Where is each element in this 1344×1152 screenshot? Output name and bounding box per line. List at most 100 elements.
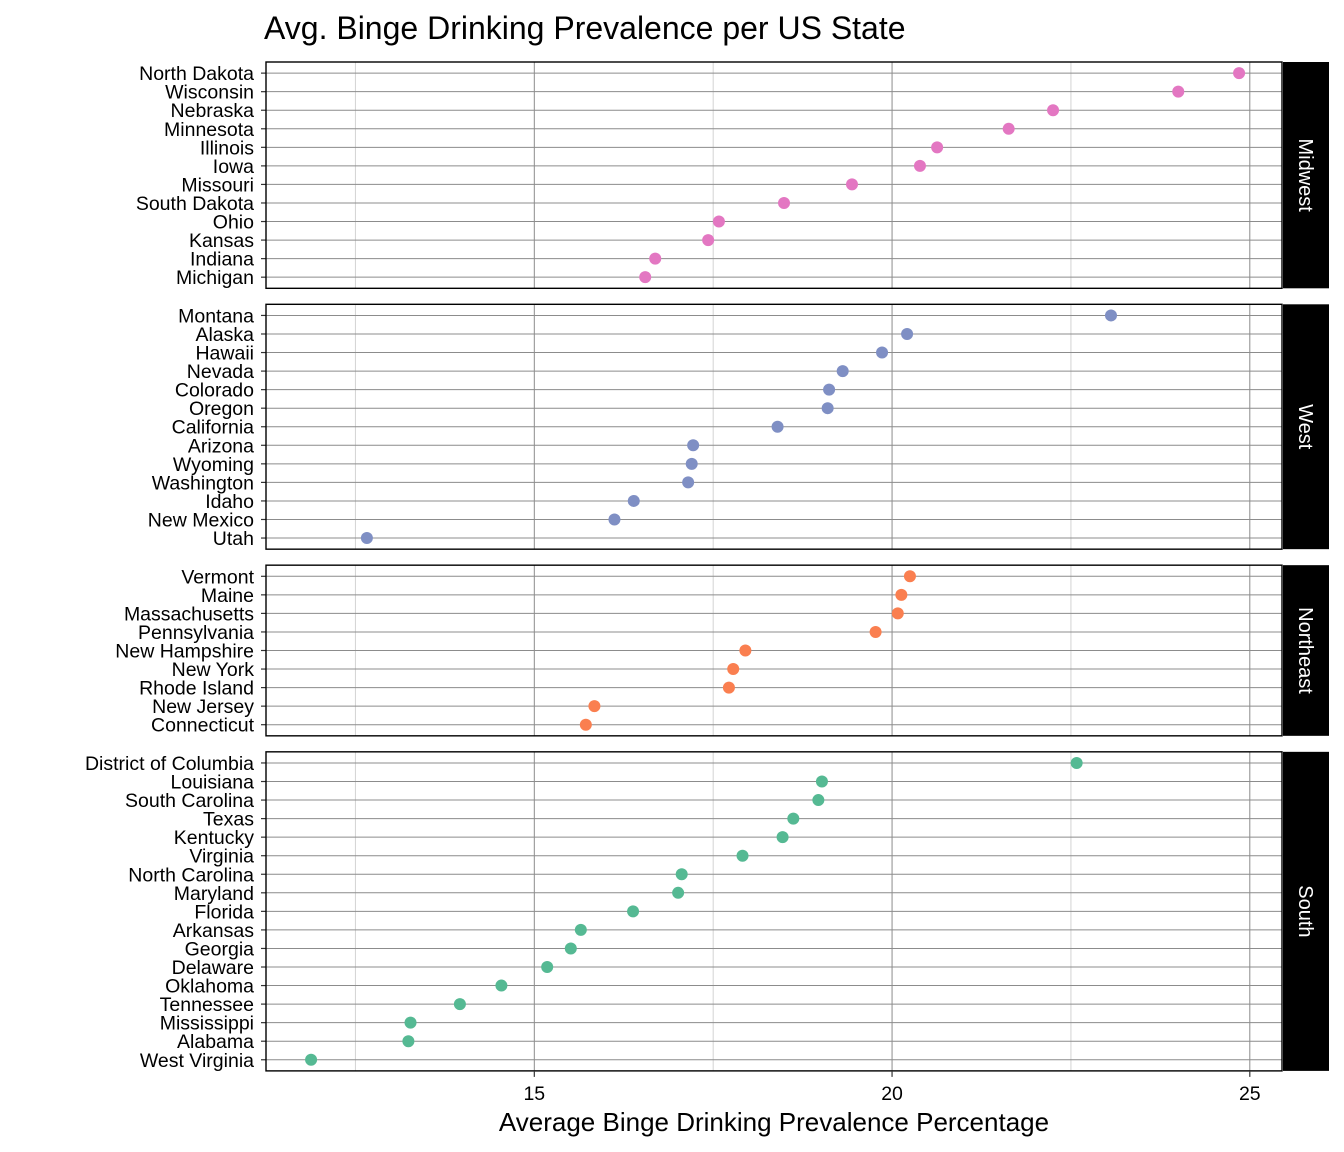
facet-midwest: North DakotaWisconsinNebraskaMinnesotaIl… bbox=[136, 61, 1329, 290]
data-point bbox=[787, 812, 800, 825]
data-point bbox=[541, 961, 554, 974]
facet-strip-label: Midwest bbox=[1294, 138, 1316, 212]
data-point bbox=[675, 868, 688, 881]
y-tick-label: Florida bbox=[194, 901, 254, 923]
y-tick-label: Oregon bbox=[189, 398, 254, 420]
data-point bbox=[891, 607, 904, 620]
y-tick-label: Alabama bbox=[177, 1031, 254, 1053]
y-tick-label: Iowa bbox=[213, 156, 254, 178]
data-point bbox=[771, 420, 784, 433]
panel-border bbox=[265, 564, 1283, 737]
data-point bbox=[404, 1016, 417, 1029]
y-tick-label: Connecticut bbox=[151, 715, 255, 737]
y-tick-label: Michigan bbox=[176, 267, 254, 289]
y-tick-label: New Mexico bbox=[148, 509, 254, 531]
data-point bbox=[579, 718, 592, 731]
data-point bbox=[627, 494, 640, 507]
facet-strip-label: West bbox=[1294, 404, 1316, 450]
data-point bbox=[836, 365, 849, 378]
y-tick-label: Pennsylvania bbox=[138, 622, 254, 644]
facet-strip bbox=[1283, 62, 1329, 289]
facet-strip bbox=[1283, 565, 1329, 736]
y-tick-label: Tennessee bbox=[160, 994, 254, 1016]
y-tick-label: Vermont bbox=[181, 566, 254, 588]
y-tick-label: District of Columbia bbox=[85, 753, 254, 775]
x-axis: 15 20 25 bbox=[523, 1070, 1261, 1105]
data-point bbox=[903, 570, 916, 583]
y-tick-label: Colorado bbox=[175, 380, 254, 402]
y-tick-label: Ohio bbox=[213, 212, 254, 234]
data-point bbox=[712, 215, 725, 228]
y-tick-label: Utah bbox=[213, 528, 254, 550]
y-tick-label: South Dakota bbox=[136, 193, 254, 215]
data-point bbox=[821, 402, 834, 415]
y-tick-label: Mississippi bbox=[160, 1013, 254, 1035]
panel-border bbox=[265, 303, 1283, 550]
y-tick-label: California bbox=[172, 417, 255, 439]
y-tick-label: Idaho bbox=[205, 491, 254, 513]
data-point bbox=[685, 457, 698, 470]
panel-background bbox=[266, 62, 1282, 289]
data-point bbox=[876, 346, 889, 359]
chart-title: Avg. Binge Drinking Prevalence per US St… bbox=[264, 10, 906, 46]
y-tick-label: Wyoming bbox=[173, 454, 254, 476]
data-point bbox=[1002, 122, 1015, 135]
data-point bbox=[608, 513, 621, 526]
data-point bbox=[1233, 67, 1246, 80]
data-point bbox=[1047, 104, 1060, 117]
data-point bbox=[845, 178, 858, 191]
data-point bbox=[588, 700, 601, 713]
y-tick-label: New York bbox=[172, 659, 255, 681]
data-point bbox=[402, 1035, 415, 1048]
y-tick-label: Georgia bbox=[185, 938, 255, 960]
y-tick-label: Montana bbox=[178, 305, 254, 327]
data-point bbox=[305, 1053, 318, 1066]
data-point bbox=[564, 942, 577, 955]
data-point bbox=[649, 252, 662, 265]
facet-northeast: VermontMaineMassachusettsPennsylvaniaNew… bbox=[115, 564, 1329, 737]
facet-strip bbox=[1283, 304, 1329, 550]
x-axis-label: Average Binge Drinking Prevalence Percen… bbox=[499, 1107, 1049, 1137]
y-tick-label: South Carolina bbox=[125, 790, 254, 812]
data-point bbox=[869, 625, 882, 638]
data-point bbox=[815, 775, 828, 788]
data-point bbox=[736, 849, 749, 862]
data-point bbox=[1070, 756, 1083, 769]
y-tick-label: Maryland bbox=[174, 883, 254, 905]
y-tick-label: North Dakota bbox=[139, 63, 254, 85]
data-point bbox=[727, 663, 740, 676]
y-tick-label: Nebraska bbox=[171, 100, 255, 122]
data-point bbox=[776, 831, 789, 844]
data-point bbox=[778, 196, 791, 209]
y-tick-label: Delaware bbox=[172, 957, 254, 979]
y-tick-label: New Hampshire bbox=[115, 641, 254, 663]
data-point bbox=[913, 159, 926, 172]
y-tick-label: Arkansas bbox=[173, 920, 255, 942]
y-tick-label: Alaska bbox=[195, 324, 254, 346]
y-tick-label: Indiana bbox=[190, 249, 254, 271]
data-point bbox=[682, 476, 695, 489]
x-tick-label: 15 bbox=[523, 1083, 545, 1105]
data-point bbox=[901, 327, 914, 340]
data-point bbox=[495, 979, 508, 992]
panel-border bbox=[265, 61, 1283, 290]
x-tick-label: 25 bbox=[1239, 1083, 1261, 1105]
y-tick-label: Illinois bbox=[200, 137, 254, 159]
y-tick-label: Nevada bbox=[187, 361, 254, 383]
data-point bbox=[1104, 309, 1117, 322]
data-point bbox=[931, 141, 944, 154]
facet-strip-label: South bbox=[1294, 885, 1316, 937]
y-tick-label: Texas bbox=[203, 809, 254, 831]
y-tick-label: Missouri bbox=[181, 174, 254, 196]
facet-west: MontanaAlaskaHawaiiNevadaColoradoOregonC… bbox=[148, 303, 1329, 550]
data-point bbox=[687, 439, 700, 452]
y-tick-label: Rhode Island bbox=[139, 678, 254, 700]
y-tick-label: Minnesota bbox=[164, 119, 254, 141]
data-point bbox=[722, 681, 735, 694]
data-point bbox=[812, 794, 825, 807]
y-tick-label: Oklahoma bbox=[165, 976, 254, 998]
y-tick-label: North Carolina bbox=[128, 864, 254, 886]
data-point bbox=[1172, 85, 1185, 98]
y-tick-label: West Virginia bbox=[140, 1050, 254, 1072]
